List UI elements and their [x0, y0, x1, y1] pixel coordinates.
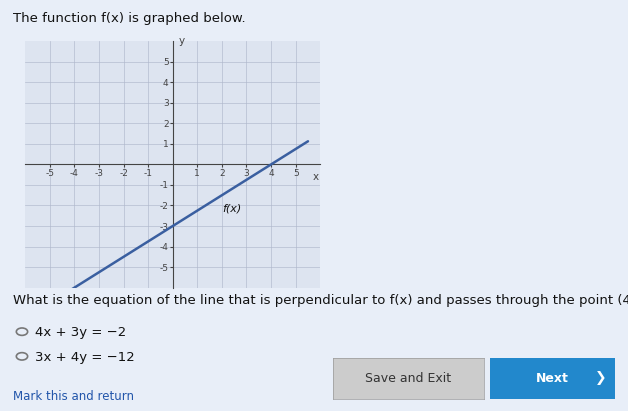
Text: ❯: ❯ [595, 371, 606, 385]
Text: Mark this and return: Mark this and return [13, 390, 134, 403]
Text: 4x + 3y = −2: 4x + 3y = −2 [35, 326, 126, 339]
Text: Save and Exit: Save and Exit [365, 372, 452, 385]
Text: x: x [312, 172, 318, 182]
Text: What is the equation of the line that is perpendicular to f(x) and passes throug: What is the equation of the line that is… [13, 294, 628, 307]
Text: Next: Next [536, 372, 569, 385]
Text: f(x): f(x) [222, 204, 241, 214]
Text: 3x + 4y = −12: 3x + 4y = −12 [35, 351, 134, 364]
Text: y: y [178, 36, 185, 46]
Text: The function f(x) is graphed below.: The function f(x) is graphed below. [13, 12, 245, 25]
